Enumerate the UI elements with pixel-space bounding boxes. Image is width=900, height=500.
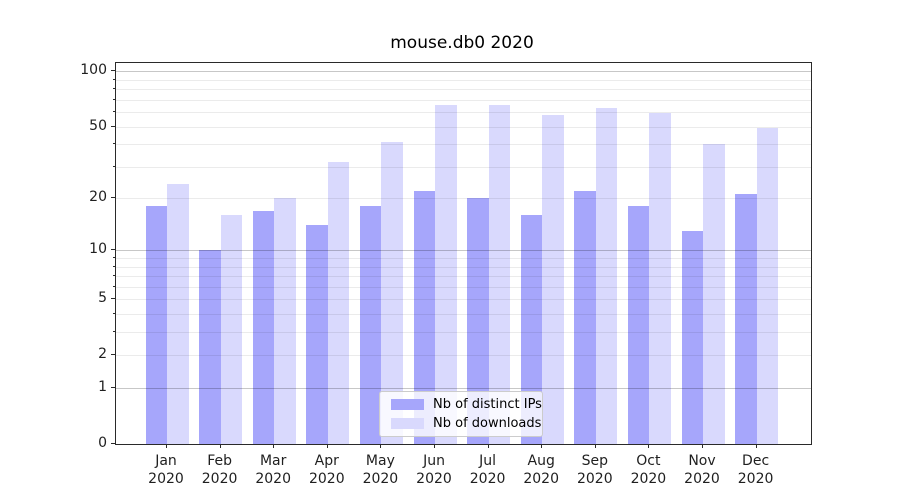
y-tick-mark: [110, 387, 115, 388]
x-tick-label-jan: Jan 2020: [148, 453, 184, 487]
y-minor-tick-mark: [112, 285, 115, 287]
bar-downloads-feb: [220, 215, 243, 444]
bar-downloads-nov: [703, 144, 725, 444]
y-minor-tick-mark: [112, 165, 115, 167]
x-tick-label-apr: Apr 2020: [308, 453, 345, 487]
bar-distinct-ips-apr: [306, 225, 328, 444]
bar-downloads-jan: [167, 184, 189, 444]
x-tick-mark: [702, 444, 703, 448]
y-tick-label: 0: [98, 435, 107, 451]
legend: Nb of distinct IPs Nb of downloads: [379, 391, 543, 437]
legend-item-downloads: Nb of downloads: [380, 416, 542, 431]
bar-downloads-apr: [327, 161, 350, 444]
y-minor-tick-mark: [112, 98, 115, 100]
x-tick-label-oct: Oct 2020: [630, 453, 667, 487]
y-tick-label: 1: [98, 379, 107, 395]
bar-downloads-oct: [649, 113, 671, 444]
y-tick-label: 50: [89, 117, 107, 134]
bar-distinct-ips-jul: [467, 198, 489, 444]
bar-distinct-ips-jan: [145, 206, 167, 444]
bar-distinct-ips-dec: [735, 194, 757, 444]
y-minor-tick-mark: [112, 143, 115, 145]
legend-label-distinct-ips: Nb of distinct IPs: [433, 397, 542, 412]
x-tick-mark: [273, 444, 275, 448]
x-tick-mark: [380, 444, 382, 448]
x-tick-label-aug: Aug 2020: [523, 453, 559, 487]
y-tick-label: 20: [89, 189, 107, 206]
y-tick-label: 5: [98, 290, 107, 307]
legend-swatch-downloads: [391, 418, 424, 429]
y-tick-mark: [110, 443, 115, 444]
bar-distinct-ips-sep: [574, 190, 596, 444]
x-tick-mark: [648, 444, 650, 448]
x-tick-label-mar: Mar 2020: [255, 453, 291, 487]
y-tick-mark: [110, 249, 115, 251]
bar-distinct-ips-may: [359, 206, 382, 444]
bar-downloads-aug: [542, 114, 564, 444]
y-tick-mark: [110, 354, 115, 356]
bar-downloads-mar: [274, 198, 296, 444]
bar-distinct-ips-nov: [681, 230, 703, 444]
y-tick-label: 2: [98, 346, 107, 363]
y-minor-tick-mark: [112, 78, 115, 80]
y-minor-tick-mark: [112, 331, 115, 333]
x-tick-label-feb: Feb 2020: [201, 453, 238, 487]
y-minor-tick-mark: [112, 257, 115, 259]
y-tick-label: 100: [80, 62, 107, 79]
bar-downloads-jun: [435, 104, 457, 444]
y-tick-mark: [110, 298, 115, 300]
legend-label-downloads: Nb of downloads: [433, 416, 542, 431]
bar-distinct-ips-jun: [413, 190, 435, 444]
x-tick-label-jun: Jun 2020: [416, 453, 452, 487]
y-tick-mark: [110, 70, 115, 72]
bars-layer: [116, 63, 812, 444]
x-tick-label-sep: Sep 2020: [576, 453, 613, 487]
y-tick-mark: [110, 125, 115, 127]
y-minor-tick-mark: [112, 88, 115, 90]
plot-area: [114, 62, 812, 445]
x-tick-mark: [755, 444, 757, 448]
x-tick-mark: [219, 444, 221, 448]
bar-downloads-sep: [595, 108, 618, 444]
x-tick-label-jul: Jul 2020: [469, 453, 506, 487]
bar-distinct-ips-aug: [520, 215, 543, 444]
bar-downloads-may: [381, 142, 403, 444]
x-tick-label-dec: Dec 2020: [737, 453, 774, 487]
y-minor-tick-mark: [112, 111, 115, 113]
bar-downloads-jul: [488, 104, 511, 444]
y-minor-tick-mark: [112, 265, 115, 267]
x-tick-mark: [594, 444, 596, 448]
y-tick-label: 10: [89, 241, 107, 258]
x-tick-mark: [166, 444, 167, 448]
x-tick-mark: [541, 444, 543, 448]
y-minor-tick-mark: [112, 275, 115, 277]
x-tick-label-may: May 2020: [362, 453, 399, 487]
chart-title: mouse.db0 2020: [390, 33, 534, 53]
x-tick-label-nov: Nov 2020: [684, 453, 720, 487]
bar-distinct-ips-mar: [252, 210, 275, 444]
bar-distinct-ips-feb: [199, 250, 221, 444]
bar-distinct-ips-oct: [627, 206, 650, 444]
legend-swatch-distinct-ips: [391, 399, 424, 410]
legend-item-distinct-ips: Nb of distinct IPs: [380, 397, 542, 412]
y-tick-mark: [110, 197, 115, 199]
x-tick-mark: [434, 444, 435, 448]
bar-downloads-dec: [756, 128, 779, 444]
x-tick-mark: [326, 444, 328, 448]
x-tick-mark: [487, 444, 489, 448]
y-minor-tick-mark: [112, 313, 115, 314]
